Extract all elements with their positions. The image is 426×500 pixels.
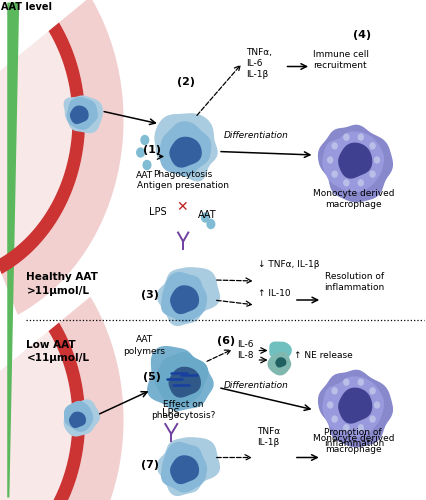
Circle shape — [332, 416, 337, 422]
Circle shape — [358, 134, 363, 140]
Circle shape — [370, 171, 375, 177]
Polygon shape — [170, 286, 199, 314]
Circle shape — [370, 388, 375, 394]
Text: Healthy AAT
>11μmol/L: Healthy AAT >11μmol/L — [26, 272, 98, 295]
Polygon shape — [157, 267, 220, 326]
Polygon shape — [2, 0, 124, 315]
Polygon shape — [161, 442, 207, 492]
Text: TNFα,
IL-6
IL-1β: TNFα, IL-6 IL-1β — [246, 48, 272, 78]
Polygon shape — [318, 370, 393, 448]
Text: TNFα
IL-1β: TNFα IL-1β — [257, 427, 280, 447]
Circle shape — [344, 134, 349, 140]
Text: Differentiation: Differentiation — [224, 132, 288, 140]
Text: Immune cell
recruitment: Immune cell recruitment — [313, 50, 369, 70]
Text: ✕: ✕ — [176, 200, 188, 214]
Text: (1): (1) — [143, 145, 161, 155]
Circle shape — [344, 180, 349, 186]
Polygon shape — [69, 412, 86, 428]
Text: LPS: LPS — [162, 408, 180, 418]
Polygon shape — [7, 2, 19, 498]
Circle shape — [201, 213, 209, 222]
Polygon shape — [322, 132, 384, 192]
Circle shape — [207, 220, 215, 228]
Polygon shape — [0, 31, 72, 260]
Circle shape — [374, 157, 380, 163]
Text: Monocyte derived
macrophage: Monocyte derived macrophage — [313, 189, 394, 209]
Text: IL-8: IL-8 — [237, 352, 253, 360]
Circle shape — [328, 157, 333, 163]
Text: Promotion of
inflammation: Promotion of inflammation — [324, 428, 384, 448]
Text: AAT level: AAT level — [1, 2, 52, 12]
Text: AAT
polymers: AAT polymers — [123, 336, 165, 355]
Circle shape — [358, 425, 363, 431]
Polygon shape — [154, 352, 208, 406]
Text: Low AAT
<11μmol/L: Low AAT <11μmol/L — [26, 340, 89, 363]
Polygon shape — [170, 456, 199, 484]
Polygon shape — [17, 296, 124, 500]
Circle shape — [137, 148, 144, 157]
Polygon shape — [70, 106, 89, 124]
Polygon shape — [268, 352, 291, 376]
Circle shape — [344, 379, 349, 385]
Text: LPS: LPS — [149, 207, 166, 217]
Polygon shape — [161, 272, 207, 322]
Circle shape — [332, 143, 337, 149]
Text: AAT: AAT — [135, 172, 153, 180]
Circle shape — [374, 402, 380, 408]
Circle shape — [370, 416, 375, 422]
Polygon shape — [147, 346, 214, 411]
Text: ↑ IL-10: ↑ IL-10 — [258, 289, 291, 298]
Text: (4): (4) — [353, 30, 371, 40]
Polygon shape — [154, 113, 218, 182]
Circle shape — [358, 379, 363, 385]
Polygon shape — [64, 401, 93, 432]
Text: Resolution of
inflammation: Resolution of inflammation — [325, 272, 385, 292]
Text: Effect on
phagocytosis?: Effect on phagocytosis? — [151, 400, 216, 420]
Polygon shape — [275, 357, 286, 368]
Text: Monocyte derived
macrophage: Monocyte derived macrophage — [313, 434, 394, 454]
Polygon shape — [318, 124, 393, 202]
Circle shape — [328, 402, 333, 408]
Polygon shape — [67, 97, 98, 130]
Circle shape — [370, 143, 375, 149]
Text: ↓ TNFα, IL-1β: ↓ TNFα, IL-1β — [258, 260, 319, 270]
Text: (7): (7) — [141, 460, 159, 469]
Text: (3): (3) — [141, 290, 159, 300]
Text: (5): (5) — [143, 372, 161, 382]
Polygon shape — [338, 388, 372, 424]
Text: IL-6: IL-6 — [237, 340, 253, 348]
Text: Differentiation: Differentiation — [224, 380, 288, 390]
Polygon shape — [10, 322, 85, 500]
Polygon shape — [0, 331, 72, 500]
Circle shape — [141, 136, 149, 144]
Polygon shape — [269, 342, 292, 360]
Circle shape — [344, 425, 349, 431]
Polygon shape — [169, 366, 201, 398]
Text: AAT: AAT — [198, 210, 217, 220]
Text: (2): (2) — [177, 77, 195, 87]
Circle shape — [332, 388, 337, 394]
Polygon shape — [63, 400, 100, 436]
Polygon shape — [159, 121, 211, 176]
Polygon shape — [0, 22, 85, 274]
Polygon shape — [338, 142, 372, 178]
Polygon shape — [322, 376, 384, 438]
Polygon shape — [170, 136, 202, 168]
Polygon shape — [157, 437, 220, 496]
Text: (6): (6) — [217, 336, 236, 345]
Polygon shape — [63, 96, 103, 134]
Circle shape — [332, 171, 337, 177]
Text: Phagocytosis
Antigen presenation: Phagocytosis Antigen presenation — [137, 170, 229, 190]
Text: ↑ NE release: ↑ NE release — [294, 350, 353, 360]
Circle shape — [358, 180, 363, 186]
Circle shape — [143, 160, 151, 170]
